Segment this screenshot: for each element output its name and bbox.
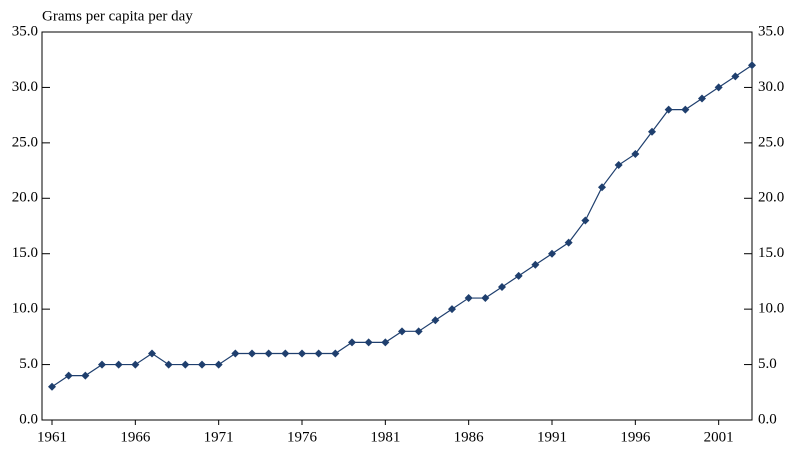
data-point [698, 94, 706, 103]
x-tick-label: 2001 [704, 429, 734, 445]
data-point [381, 338, 390, 347]
y2-tick-label: 15.0 [758, 245, 784, 261]
data-point [498, 282, 506, 291]
data-point [214, 360, 223, 369]
data-point [748, 61, 756, 70]
data-point [448, 305, 456, 314]
data-point [464, 294, 473, 303]
data-point [148, 349, 156, 358]
data-point [298, 349, 306, 358]
data-point [281, 349, 290, 358]
x-tick-label: 1971 [204, 429, 234, 445]
y2-tick-label: 35.0 [758, 23, 784, 39]
y2-tick-label: 30.0 [758, 79, 784, 95]
x-tick-label: 1966 [120, 429, 151, 445]
y-tick-label: 0.0 [19, 411, 38, 427]
data-point [231, 349, 240, 358]
data-point [681, 105, 690, 114]
data-point [614, 161, 623, 170]
x-tick-label: 1981 [370, 429, 400, 445]
data-point [414, 327, 423, 336]
data-point [598, 183, 606, 192]
y2-tick-label: 20.0 [758, 190, 784, 206]
data-point [548, 249, 556, 258]
data-point [114, 360, 123, 369]
y-tick-label: 25.0 [12, 134, 38, 150]
data-point [481, 294, 490, 303]
x-tick-label: 1986 [454, 429, 485, 445]
data-point [348, 338, 356, 347]
data-point [664, 105, 673, 114]
data-point [531, 260, 540, 269]
data-point [248, 349, 256, 358]
data-point [564, 238, 573, 247]
series-line [51, 64, 753, 388]
y-tick-label: 15.0 [12, 245, 38, 261]
plot-frame [41, 31, 753, 421]
y-tick-label: 10.0 [12, 301, 38, 317]
data-point [198, 360, 206, 369]
data-point [81, 371, 90, 380]
y-tick-label: 35.0 [12, 23, 38, 39]
data-point [264, 349, 273, 358]
data-point [98, 360, 106, 369]
data-point [398, 327, 406, 336]
data-point [648, 127, 656, 136]
data-point [131, 360, 140, 369]
y-tick-label: 30.0 [12, 79, 38, 95]
x-tick-label: 1976 [287, 429, 318, 445]
data-point [64, 371, 73, 380]
y-tick-label: 5.0 [19, 356, 38, 372]
data-point [631, 149, 640, 158]
y2-tick-label: 25.0 [758, 134, 784, 150]
x-tick-label: 1996 [620, 429, 651, 445]
data-point [431, 316, 440, 325]
axis-title: Grams per capita per day [42, 8, 193, 24]
x-tick-label: 1991 [537, 429, 567, 445]
data-point [181, 360, 190, 369]
y2-tick-label: 0.0 [758, 411, 777, 427]
data-point [731, 72, 740, 81]
data-point [314, 349, 323, 358]
data-point [331, 349, 340, 358]
x-tick-label: 1961 [37, 429, 67, 445]
data-point [164, 360, 173, 369]
data-point [581, 216, 590, 225]
data-point [514, 271, 523, 280]
y2-tick-label: 5.0 [758, 356, 777, 372]
data-point [364, 338, 373, 347]
y2-tick-label: 10.0 [758, 301, 784, 317]
y-tick-label: 20.0 [12, 190, 38, 206]
data-point [48, 382, 56, 391]
data-point [714, 83, 723, 92]
